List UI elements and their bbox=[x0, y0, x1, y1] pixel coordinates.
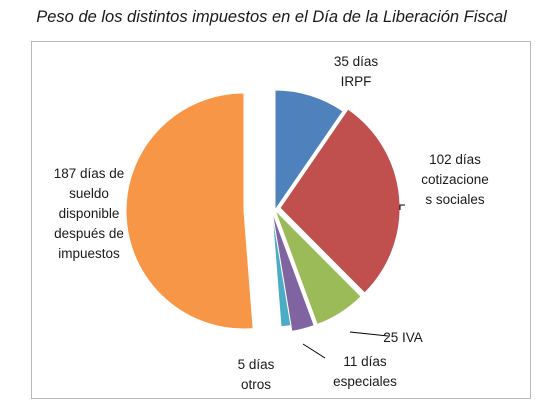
data-label-cotizaciones-sociales: 102 días cotizacione s sociales bbox=[421, 152, 489, 207]
leader-line-cotizaciones-sociales bbox=[399, 204, 405, 210]
pie-slice-cotizaciones-sociales bbox=[279, 108, 401, 294]
data-label-sueldo-disponible: 187 días de sueldo disponible después de imp… bbox=[54, 166, 125, 261]
pie-slice-sueldo-disponible bbox=[125, 92, 254, 330]
pie-slice-otros bbox=[271, 210, 292, 328]
data-label-iva: 25 IVA bbox=[383, 330, 423, 345]
chart-title: Peso de los distintos impuestos en el Dí… bbox=[36, 8, 507, 26]
data-label-irpf: 35 días IRPF bbox=[334, 54, 379, 89]
data-label-otros: 5 días otros bbox=[238, 357, 275, 392]
pie-slice-iva bbox=[274, 209, 362, 326]
pie-slice-irpf bbox=[274, 89, 344, 212]
leader-line-iva bbox=[349, 331, 389, 337]
data-label-especiales: 11 días especiales bbox=[333, 354, 397, 389]
pie-slice-especiales bbox=[271, 210, 315, 332]
leader-line-especiales bbox=[302, 343, 326, 359]
